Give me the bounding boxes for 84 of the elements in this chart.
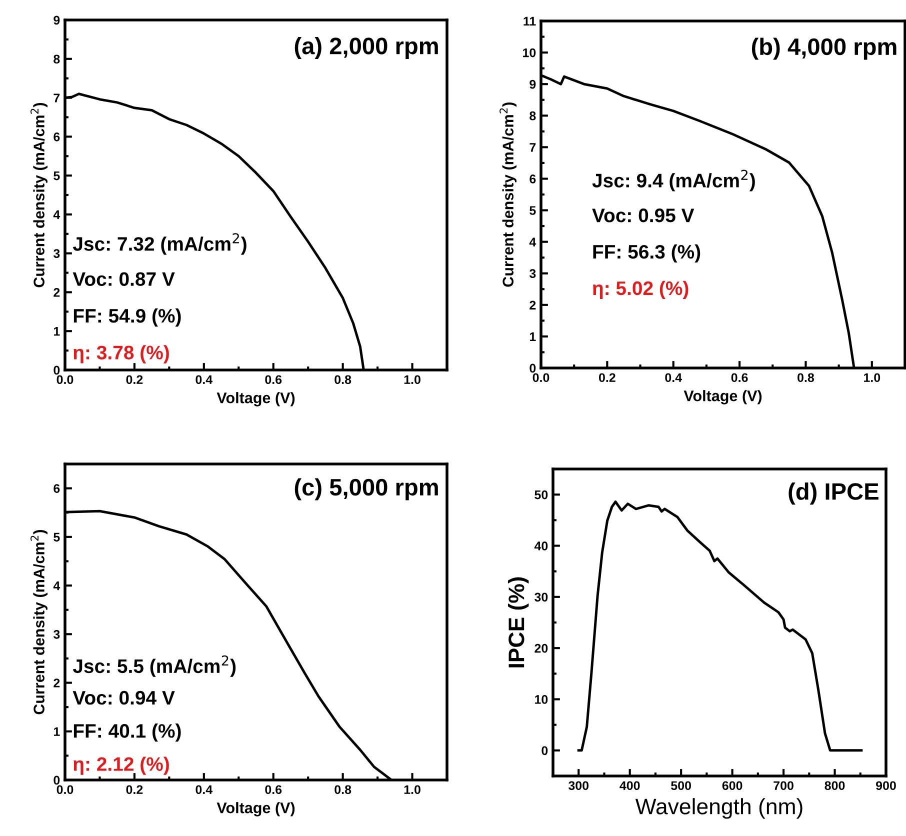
y-tick-label: 8	[54, 54, 60, 64]
x-tick-label: 0.8	[798, 373, 814, 382]
x-tick-label: 0.2	[126, 375, 143, 384]
y-tick-label: 40	[534, 542, 548, 550]
x-tick-label: 0.6	[731, 373, 748, 382]
annotation: η: 5.02 (%)	[592, 280, 688, 299]
x-tick-label: 0.6	[265, 785, 282, 794]
y-tick-label: 30	[534, 592, 548, 602]
x-tick-label: 300	[568, 781, 589, 790]
x-tick-label: 0.2	[598, 373, 616, 382]
x-tick-label: 1.0	[404, 375, 420, 384]
annotation: Voc: 0.87 V	[72, 272, 175, 286]
x-tick-label: 500	[671, 781, 691, 790]
y-tick-label: 0	[530, 364, 536, 373]
text: (b) 4,000 rpm	[752, 38, 896, 60]
annotation: Jsc: 5.5 (mA/cm$^{2}$)	[72, 655, 236, 677]
y-tick-label: 4	[53, 210, 60, 219]
y-tick-label: 7	[54, 94, 60, 102]
y-tick-label: 3	[53, 249, 60, 258]
y-tick-label: 9	[54, 16, 60, 25]
y-tick-label: 6	[530, 174, 536, 184]
annotation: Jsc: 7.32 (mA/cm$^{2}$)	[72, 233, 246, 255]
y-tick-label: 10	[535, 695, 548, 704]
x-tick-label: 0.4	[665, 373, 682, 382]
x-axis-title: Voltage (V)	[216, 802, 295, 816]
annotation: Voc: 0.95 V	[592, 208, 694, 222]
x-axis-title: Voltage (V)	[216, 392, 295, 406]
y-tick-label: 10	[523, 48, 536, 58]
x-tick-label: 600	[722, 781, 742, 790]
y-tick-label: 3	[529, 269, 536, 278]
y-axis-title: Current density (mA/cm$^{2}$)	[500, 102, 517, 287]
x-tick-label: 0.6	[265, 375, 282, 384]
y-tick-label: 1	[54, 727, 60, 736]
x-tick-label: 0.4	[196, 375, 213, 384]
annotation: FF: 40.1 (%)	[74, 724, 181, 742]
text: (a) 2,000 rpm	[294, 36, 438, 60]
x-tick-label: 400	[620, 781, 640, 790]
x-tick-label: 0.0	[56, 375, 74, 384]
text: (c) 5,000 rpm	[294, 478, 438, 500]
y-tick-label: 20	[534, 644, 548, 653]
text: (d) IPCE	[788, 482, 878, 505]
y-tick-label: 1	[530, 332, 536, 341]
y-axis-title: IPCE (%)	[508, 577, 529, 668]
y-tick-label: 7	[530, 143, 536, 152]
y-tick-label: 0	[542, 746, 548, 756]
y-tick-label: 8	[530, 111, 536, 120]
y-tick-label: 0	[54, 366, 60, 375]
y-axis-title: Current density (mA/cm$^{2}$)	[30, 530, 48, 714]
y-tick-label: 2	[54, 288, 60, 297]
x-tick-label: 800	[824, 781, 845, 790]
y-tick-label: 5	[530, 206, 536, 215]
x-tick-label: 1.0	[864, 373, 880, 382]
x-tick-label: 0.8	[334, 375, 352, 384]
annotation: η: 2.12 (%)	[74, 756, 169, 775]
annotation: Jsc: 9.4 (mA/cm$^{2}$)	[592, 170, 755, 192]
y-tick-label: 0	[54, 776, 60, 785]
x-axis-title: Wavelength (nm)	[635, 798, 802, 819]
annotation: η: 3.78 (%)	[74, 345, 169, 364]
x-tick-label: 0.0	[532, 373, 550, 382]
annotation: FF: 54.9 (%)	[74, 308, 181, 327]
y-tick-label: 9	[530, 80, 536, 89]
x-tick-label: 0.0	[56, 785, 74, 794]
y-tick-label: 4	[529, 238, 536, 246]
x-tick-label: 0.2	[126, 785, 143, 794]
x-tick-label: 700	[774, 781, 794, 790]
y-tick-label: 1	[54, 327, 60, 336]
y-tick-label: 2	[54, 678, 60, 688]
y-tick-label: 11	[524, 16, 536, 26]
x-tick-label: 1.0	[404, 785, 420, 794]
x-axis-title: Voltage (V)	[684, 390, 762, 404]
y-axis-title: Current density (mA/cm$^{2}$)	[30, 103, 48, 288]
y-tick-label: 5	[54, 171, 60, 180]
y-tick-label: 3	[53, 630, 60, 639]
x-tick-label: 0.4	[196, 785, 213, 794]
x-tick-label: 0.8	[334, 785, 352, 794]
y-tick-label: 5	[54, 532, 60, 542]
annotation: FF: 56.3 (%)	[593, 244, 700, 263]
y-tick-label: 2	[530, 300, 536, 310]
x-tick-label: 900	[876, 781, 896, 790]
y-tick-label: 6	[54, 484, 60, 493]
y-tick-label: 50	[534, 490, 548, 500]
y-tick-label: 4	[53, 581, 60, 590]
y-tick-label: 6	[54, 132, 60, 142]
annotation: Voc: 0.94 V	[72, 690, 175, 705]
